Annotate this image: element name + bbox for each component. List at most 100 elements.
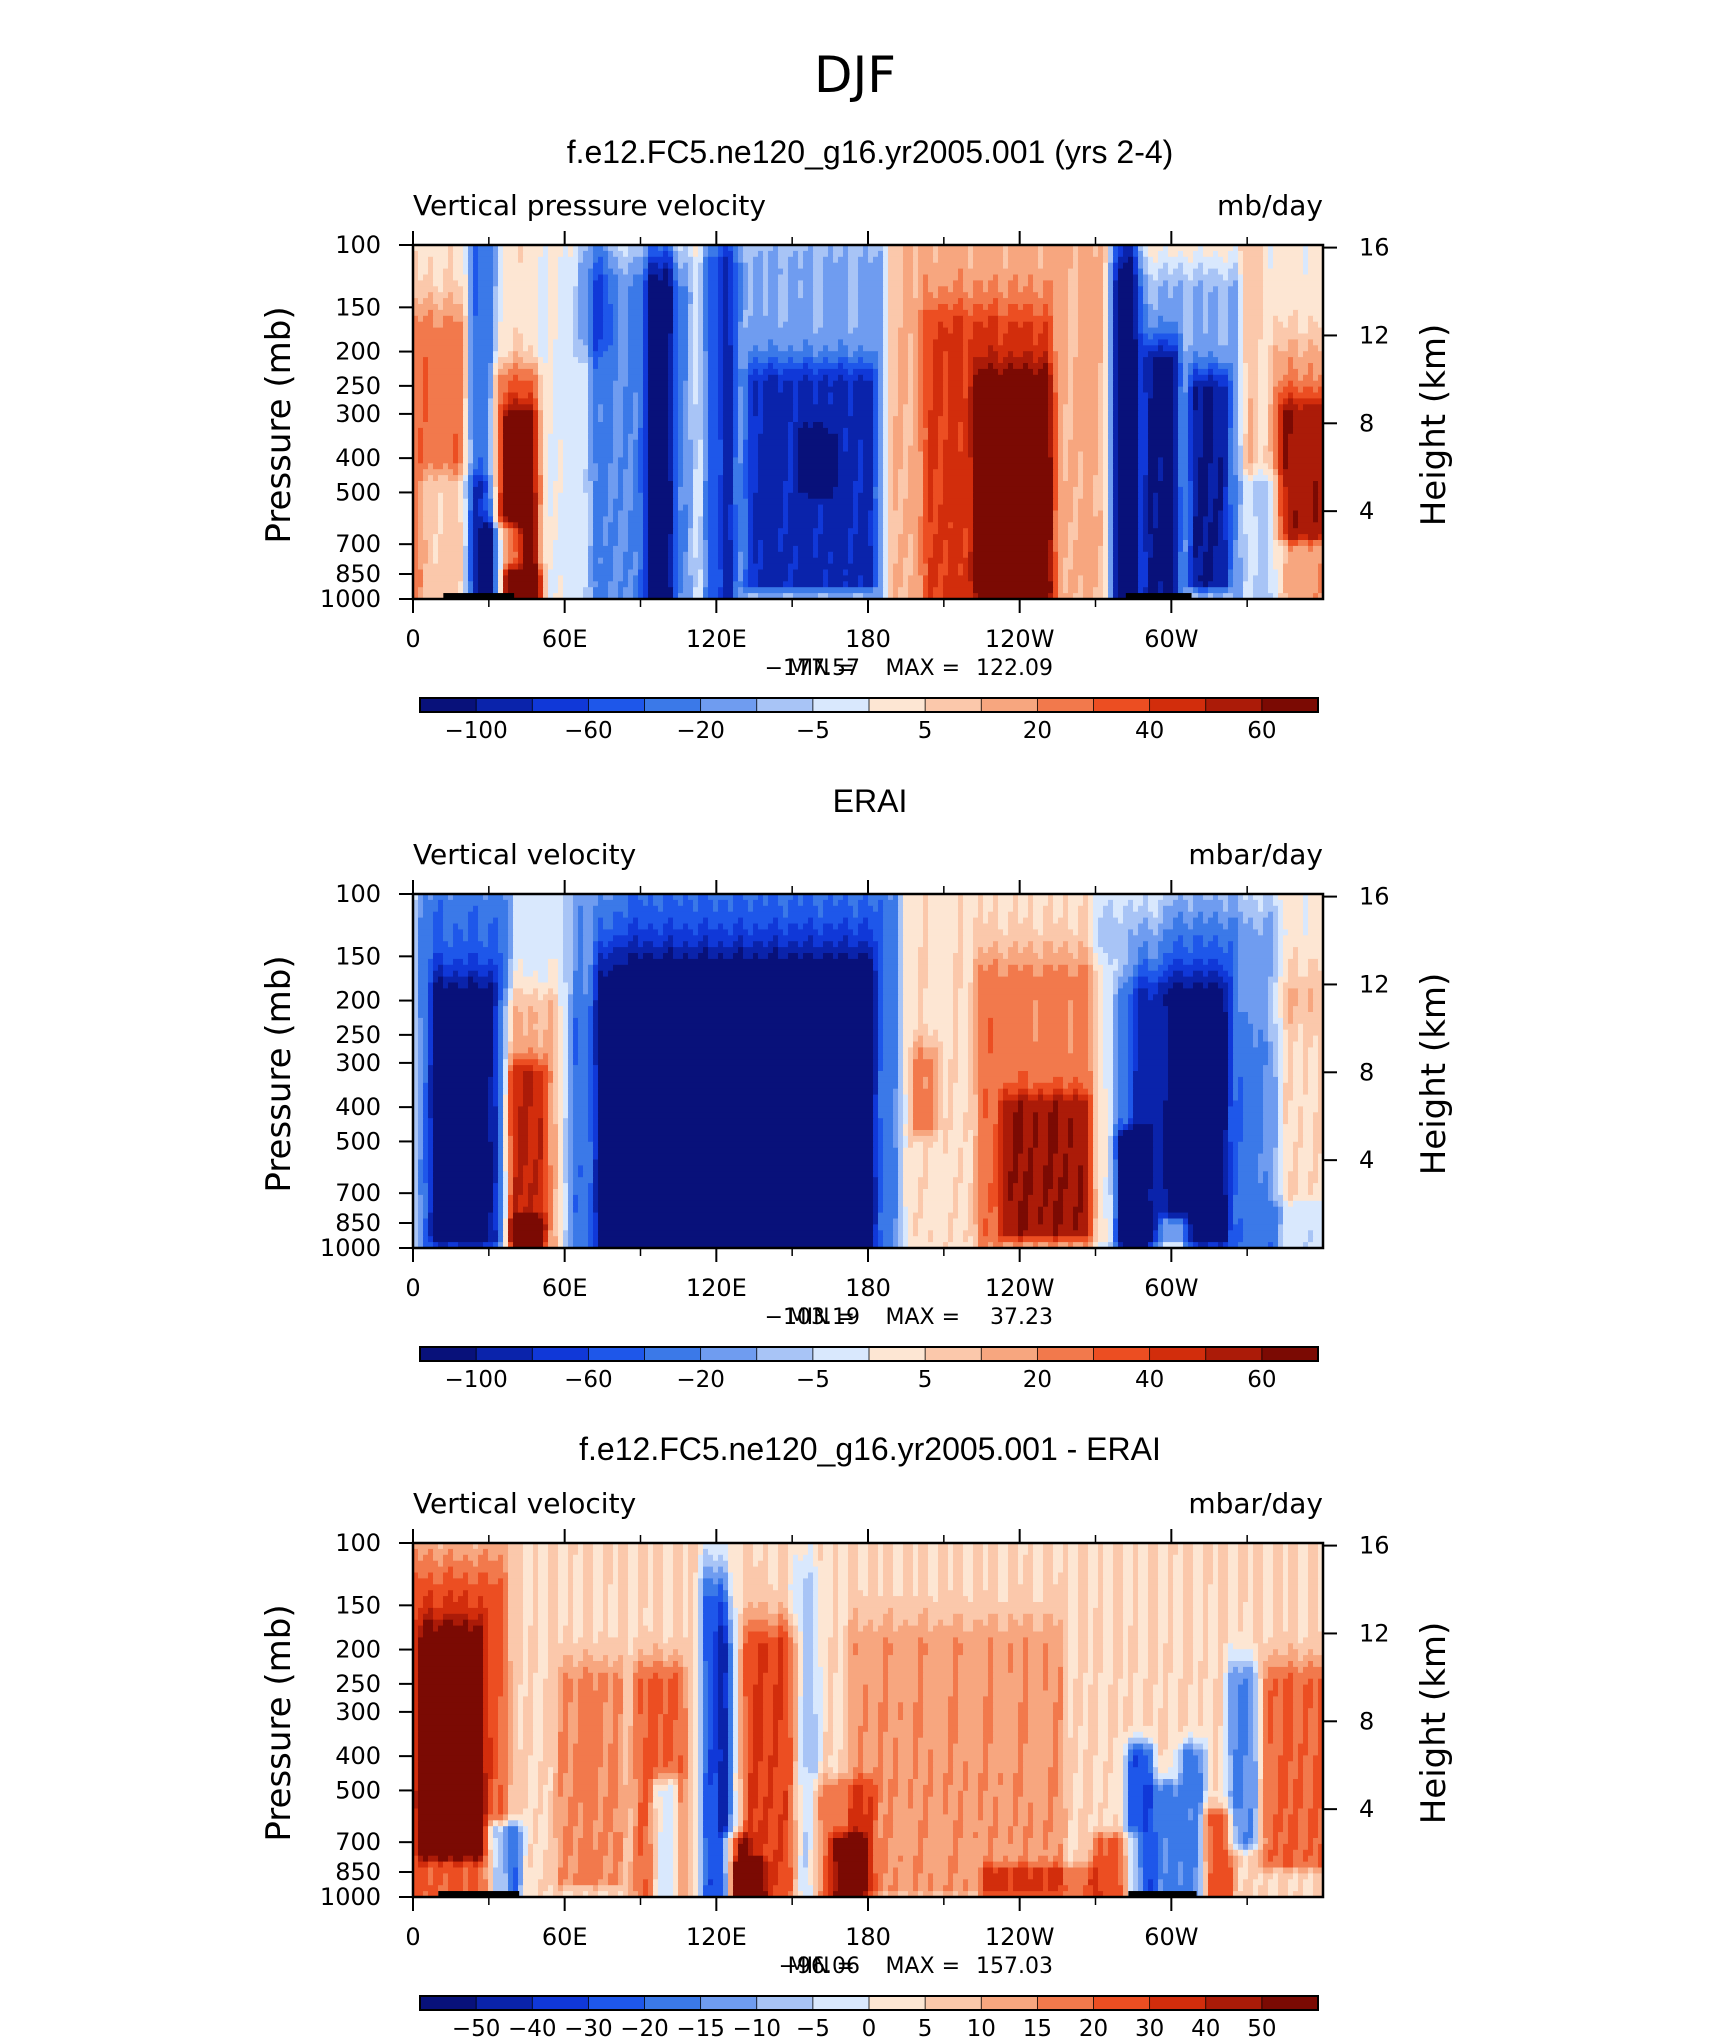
contour-cell <box>848 292 859 299</box>
contour-cell <box>1298 345 1309 352</box>
contour-cell <box>488 416 494 423</box>
contour-cell <box>553 557 589 565</box>
contour-cell <box>453 433 459 441</box>
contour-cell <box>1113 392 1119 399</box>
contour-cell <box>723 357 734 364</box>
contour-cell <box>1113 268 1119 276</box>
contour-cell <box>1148 298 1159 305</box>
contour-cell <box>958 298 964 305</box>
contour-cell <box>758 439 789 447</box>
contour-cell <box>1188 380 1194 388</box>
contour-cell <box>1118 451 1139 458</box>
contour-cell <box>1208 481 1219 488</box>
contour-cell <box>678 392 684 399</box>
contour-cell <box>1208 486 1219 494</box>
contour-cell <box>538 516 544 523</box>
contour-cell <box>533 492 539 500</box>
contour-cell <box>703 522 709 529</box>
contour-cell <box>608 528 619 535</box>
contour-cell <box>423 404 429 411</box>
contour-cell <box>593 516 604 523</box>
contour-cell <box>723 368 734 376</box>
contour-cell <box>1268 528 1274 535</box>
contour-cell <box>883 563 889 571</box>
contour-cell <box>628 534 644 541</box>
contour-cell <box>483 469 489 476</box>
contour-cell <box>708 427 719 435</box>
contour-cell <box>1268 368 1274 376</box>
contour-cell <box>1138 486 1144 494</box>
contour-cell <box>1098 557 1104 565</box>
contour-cell <box>1183 321 1194 329</box>
contour-cell <box>898 540 909 547</box>
contour-cell <box>918 545 924 553</box>
contour-cell <box>853 534 869 541</box>
contour-cell <box>593 422 614 429</box>
contour-cell <box>633 392 639 399</box>
contour-cell <box>743 321 749 329</box>
contour-cell <box>1043 245 1074 252</box>
contour-cell <box>703 528 709 535</box>
contour-cell <box>493 557 499 565</box>
contour-cell <box>733 481 744 488</box>
contour-cell <box>1273 486 1279 494</box>
contour-cell <box>733 321 739 329</box>
contour-cell <box>1203 309 1209 317</box>
contour-cell <box>1113 528 1119 535</box>
contour-cell <box>708 416 719 423</box>
contour-cell <box>743 250 759 258</box>
contour-cell <box>643 427 649 435</box>
contour-cell <box>1243 557 1249 565</box>
contour-cell <box>698 386 704 394</box>
contour-cell <box>843 374 859 382</box>
contour-cell <box>703 321 709 329</box>
contour-cell <box>643 292 649 299</box>
contour-cell <box>1313 498 1319 506</box>
contour-cell <box>1258 439 1269 447</box>
contour-cell <box>468 557 474 565</box>
contour-cell <box>693 545 699 553</box>
contour-cell <box>1063 422 1074 429</box>
contour-cell <box>423 315 434 323</box>
contour-cell <box>613 569 624 576</box>
contour-cell <box>958 427 964 435</box>
contour-cell <box>1153 522 1159 529</box>
contour-cell <box>678 398 684 405</box>
contour-cell <box>498 345 514 352</box>
contour-cell <box>648 469 669 476</box>
contour-cell <box>1148 510 1154 517</box>
contour-cell <box>1218 516 1224 523</box>
contour-cell <box>983 280 989 287</box>
contour-cell <box>1103 427 1109 435</box>
contour-cell <box>723 545 734 553</box>
contour-cell <box>1273 262 1304 270</box>
contour-cell <box>1208 327 1219 335</box>
contour-cell <box>1203 268 1209 276</box>
contour-cell <box>473 398 489 405</box>
contour-cell <box>998 280 1009 287</box>
contour-cell <box>1183 292 1194 299</box>
contour-cell <box>563 250 569 258</box>
contour-cell <box>1048 410 1054 417</box>
contour-cell <box>1178 557 1189 565</box>
contour-cell <box>873 540 879 547</box>
contour-cell <box>793 475 799 482</box>
contour-cell <box>1038 250 1044 258</box>
contour-cell <box>1248 475 1254 482</box>
contour-cell <box>753 345 759 352</box>
contour-cell <box>463 315 469 323</box>
contour-cell <box>493 351 499 358</box>
contour-cell <box>833 256 839 264</box>
contour-cell <box>688 398 694 405</box>
contour-cell <box>903 433 914 441</box>
contour-cell <box>1108 398 1114 405</box>
contour-cell <box>493 363 499 370</box>
contour-cell <box>1288 522 1294 529</box>
contour-cell <box>513 351 519 358</box>
contour-cell <box>878 481 884 488</box>
contour-cell <box>1253 410 1259 417</box>
contour-cell <box>1248 551 1259 559</box>
contour-cell <box>963 268 1069 276</box>
contour-cell <box>518 522 534 529</box>
contour-cell <box>588 422 594 429</box>
